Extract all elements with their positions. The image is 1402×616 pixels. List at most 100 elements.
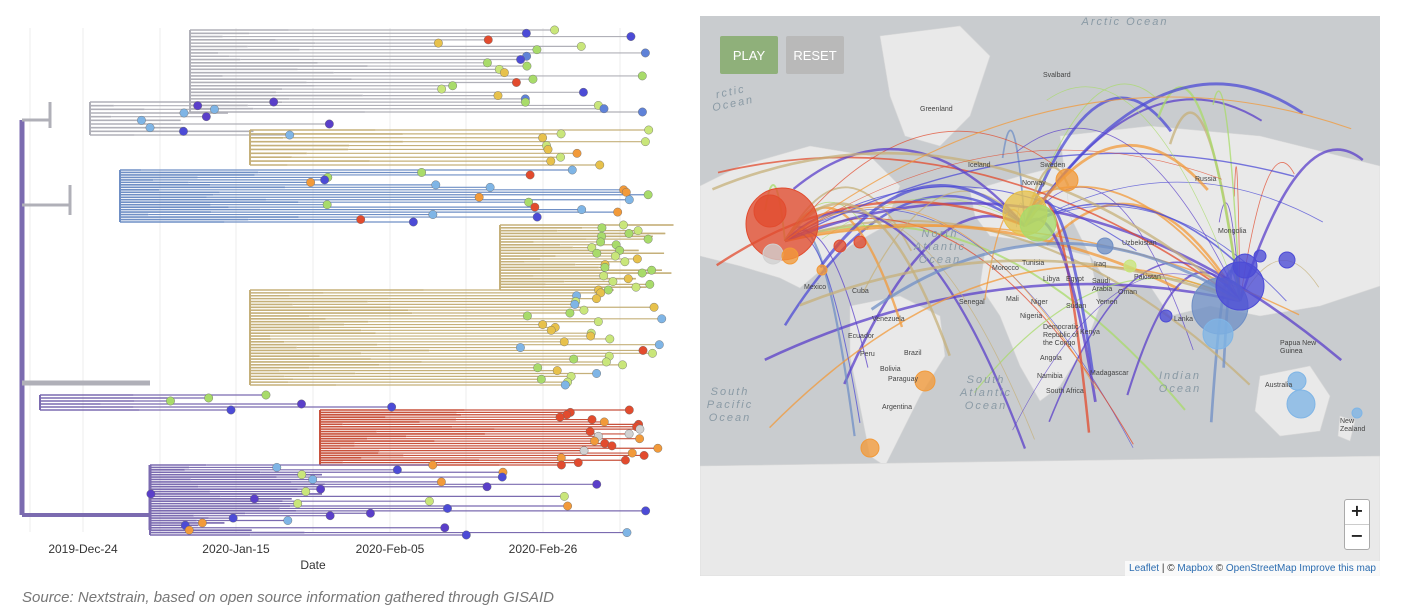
tree-tip [428,210,438,219]
location-bubble [1019,204,1057,242]
location-bubble [853,235,867,249]
location-bubble [1123,259,1137,273]
tree-tip [645,279,655,289]
tree-tip [250,494,259,504]
tree-tip [522,61,532,71]
tree-tip [621,455,630,465]
place-label: New Zealand [1340,418,1366,433]
tree-tip [592,479,602,489]
tree-tip [543,145,553,154]
tree-tip [638,346,648,355]
tree-tip [618,360,627,370]
place-label: Venezuela [872,316,905,323]
tree-tip [550,25,559,35]
source-caption: Source: Nextstrain, based on open source… [22,589,554,606]
tree-tip [500,68,509,78]
transmission-arc [1024,181,1324,227]
mapbox-link[interactable]: Mapbox [1177,563,1213,574]
tree-tip [485,182,495,192]
transmission-arc [769,265,1241,429]
tree-tip [557,460,566,470]
zoom-control: + − [1344,499,1370,550]
tree-tip [599,417,609,427]
tree-tip [622,528,632,537]
location-bubble [1286,389,1316,419]
tree-tip [596,237,606,247]
tree-tip [631,282,641,292]
tree-tip [437,84,447,94]
openstreetmap-link[interactable]: OpenStreetMap [1225,563,1297,574]
transmission-arc [1016,127,1241,302]
tree-tip [166,396,175,406]
zoom-in-button[interactable]: + [1345,500,1369,525]
tree-tip [573,458,583,468]
place-label: Kenya [1080,329,1100,336]
place-label: Niger [1031,299,1048,306]
tree-tip [521,28,531,38]
tree-tip [197,518,207,528]
tree-tip [592,369,601,378]
place-label: Iraq [1094,261,1107,268]
tree-tip [497,472,507,482]
tree-tip [204,393,214,403]
tree-tip [428,460,438,470]
tree-tip [657,314,667,324]
tree-tip [179,108,189,118]
world-map[interactable] [700,16,1380,576]
tree-tip [626,32,636,41]
place-label: Yemen [1096,299,1118,306]
tree-tip [579,446,589,456]
tree-tip [528,74,538,84]
tree-tip [301,487,311,496]
zoom-out-button[interactable]: − [1350,526,1364,545]
tree-tip [448,81,458,91]
transmission-arc [784,211,1035,440]
tree-tip [635,434,644,444]
tree-tip [443,504,452,513]
tree-tip [482,482,492,492]
leaflet-link[interactable]: Leaflet [1129,563,1160,574]
transmission-arc [783,194,1026,326]
transmission-arc [799,259,1241,307]
tree-tip [417,168,427,177]
tree-tip [516,343,525,352]
tree-tip [283,516,293,525]
tree-tip [269,97,279,107]
transmission-map[interactable]: Arctic Ocean rctic Ocean North Atlantic … [700,16,1380,576]
tree-tip [482,58,492,68]
improve-map-link[interactable]: Improve this map [1299,563,1376,574]
place-label: Uzbekistan [1122,240,1157,247]
tree-tip [599,271,609,281]
tree-tip [597,223,607,233]
place-label: Morocco [992,265,1019,272]
place-label: Democratic Republic of the Congo [1043,324,1079,347]
tree-tip [532,45,542,55]
tree-tip [586,331,596,341]
place-label: Mali [1006,296,1019,303]
reset-button[interactable]: RESET [786,36,844,74]
place-label: Russia [1195,176,1217,183]
tree-tip [356,215,366,224]
tree-tip [226,405,236,415]
location-bubble [1096,237,1114,255]
tree-tip [145,123,155,133]
tree-tip [461,530,471,540]
place-label: Australia [1265,382,1293,389]
tree-tip [366,508,375,518]
tree-tip [603,285,613,295]
location-bubbles[interactable] [745,168,1363,458]
tree-tip [627,448,637,458]
tree-tip [474,192,484,202]
location-bubble [816,264,828,276]
tree-tip [552,366,562,376]
tree-tip [592,248,602,258]
location-bubble [1287,371,1307,391]
tree-tip [184,525,194,535]
play-button[interactable]: PLAY [720,36,778,74]
tree-tip [516,55,526,64]
landmass [700,455,1380,576]
tree-tip [532,212,542,222]
transmission-arc [792,148,1026,227]
tree-tip [643,190,653,200]
location-bubble [1055,168,1079,192]
